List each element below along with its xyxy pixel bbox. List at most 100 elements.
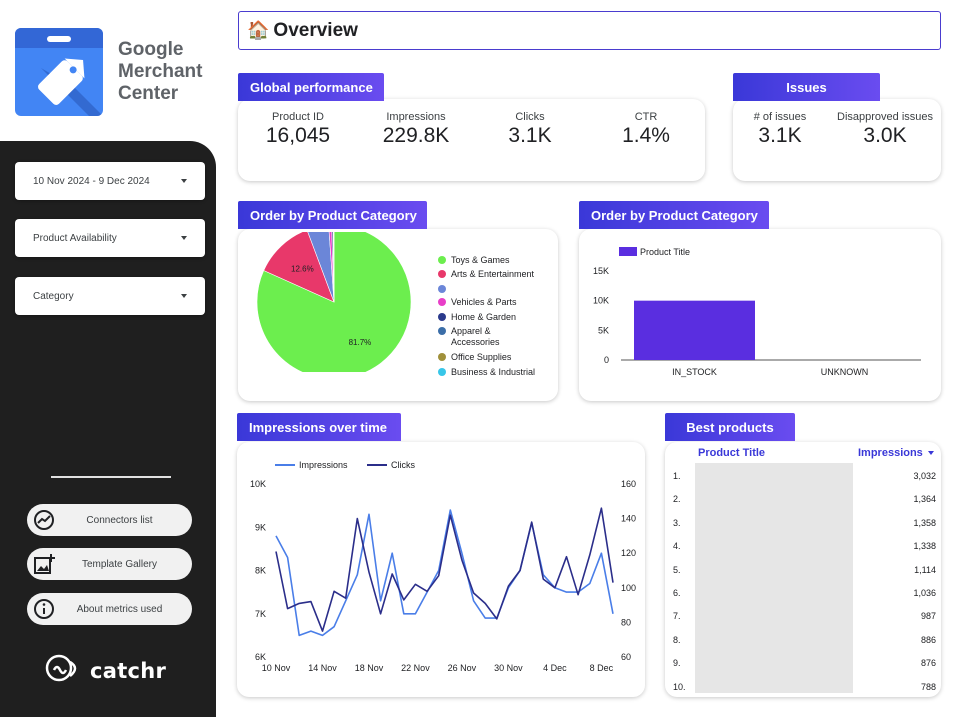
line-right-y-tick: 120: [621, 548, 636, 558]
legend-label: Office Supplies: [451, 352, 512, 362]
line-left-y-tick: 10K: [250, 479, 266, 489]
pie-legend-item[interactable]: Toys & Games: [438, 255, 510, 265]
pie-slice[interactable]: [263, 232, 335, 303]
template-gallery-button[interactable]: Template Gallery: [27, 548, 192, 580]
line-right-y-tick: 100: [621, 583, 636, 593]
bar-chart: Product Title 0 5K 10K 15K IN_STOCK UNKNOWN: [593, 247, 921, 377]
line-x-tick: 8 Dec: [590, 663, 614, 673]
pie-chart-tab: Order by Product Category: [238, 201, 427, 229]
row-index: 10.: [673, 682, 686, 692]
pie-slice[interactable]: [331, 232, 335, 303]
pie-legend-item[interactable]: Arts & Entertainment: [438, 269, 534, 279]
legend-label: Apparel & Accessories: [451, 326, 500, 347]
row-impressions: 1,036: [913, 588, 936, 598]
catchr-icon: [44, 652, 84, 689]
bar-y-tick: 10K: [593, 296, 609, 306]
bar[interactable]: [634, 300, 755, 360]
bar-chart-tab: Order by Product Category: [579, 201, 769, 229]
row-index: 3.: [673, 518, 681, 528]
line-left-y-tick: 7K: [255, 609, 266, 619]
bar-legend-swatch: [619, 247, 637, 256]
pie-slice[interactable]: [328, 232, 335, 303]
pie-slice-label: 12.6%: [291, 264, 314, 273]
pie-chart: 81.7% 12.6%: [256, 232, 412, 372]
legend-label: Toys & Games: [451, 255, 510, 265]
legend-swatch: [438, 298, 446, 306]
line-series-clicks[interactable]: [275, 507, 614, 632]
row-impressions: 788: [920, 682, 936, 692]
kpi-value: 3.1K: [758, 124, 802, 147]
brand-line: Google: [118, 39, 184, 60]
line-x-tick: 22 Nov: [401, 663, 430, 673]
kpi-value: 1.4%: [622, 124, 670, 147]
line-x-tick: 30 Nov: [494, 663, 523, 673]
line-legend-label: Clicks: [391, 460, 415, 470]
line-left-y-tick: 8K: [255, 566, 266, 576]
kpi-impressions: Impressions 229.8K: [364, 111, 468, 148]
col-header-product-title[interactable]: Product Title: [698, 447, 766, 459]
side-button-label: Template Gallery: [81, 558, 158, 570]
bar-y-tick: 5K: [598, 325, 609, 335]
global-performance-card: [238, 99, 705, 181]
kpi-value: 3.0K: [863, 124, 907, 147]
pie-legend-item[interactable]: Apparel & Accessories: [438, 326, 511, 348]
line-x-tick: 4 Dec: [543, 663, 567, 673]
pie-legend-item[interactable]: Office Supplies: [438, 352, 511, 362]
product-availability-filter[interactable]: Product Availability: [15, 219, 205, 257]
pie-slice[interactable]: [307, 232, 335, 303]
line-series-impressions[interactable]: [275, 509, 614, 637]
row-impressions: 1,114: [914, 565, 936, 575]
impressions-over-time-card: [237, 442, 645, 697]
merchant-tag-icon: [15, 28, 103, 116]
row-impressions: 886: [920, 635, 936, 645]
date-range-filter[interactable]: 10 Nov 2024 - 9 Dec 2024: [15, 162, 205, 200]
row-index: 8.: [673, 635, 681, 645]
kpi-disapproved-issues: Disapproved issues 3.0K: [830, 111, 940, 148]
line-right-y-tick: 160: [621, 479, 636, 489]
chevron-down-icon: [181, 294, 187, 298]
chevron-down-icon: [181, 179, 187, 183]
best-products-tab: Best products: [665, 413, 795, 441]
legend-swatch: [438, 285, 446, 293]
line-left-y-tick: 9K: [255, 522, 266, 532]
line-right-y-tick: 80: [621, 617, 631, 627]
pie-legend-item[interactable]: Home & Garden: [438, 312, 516, 322]
connectors-list-button[interactable]: Connectors list: [27, 504, 192, 536]
kpi-label: Product ID: [272, 111, 324, 123]
page-title-text: Overview: [273, 19, 358, 41]
row-impressions: 987: [920, 611, 936, 621]
about-metrics-button[interactable]: About metrics used: [27, 593, 192, 625]
brand-line: Merchant: [118, 61, 203, 82]
legend-swatch: [438, 327, 446, 335]
page-title: 🏠 Overview: [238, 11, 941, 50]
global-performance-tab: Global performance: [238, 73, 384, 101]
kpi-label: Impressions: [386, 111, 446, 123]
add-image-icon: [31, 551, 57, 577]
kpi-issues-count: # of issues 3.1K: [742, 111, 818, 148]
col-header-impressions[interactable]: Impressions: [858, 447, 934, 459]
pie-legend-item[interactable]: Business & Industrial: [438, 367, 535, 377]
line-x-tick: 14 Nov: [308, 663, 337, 673]
line-x-tick: 26 Nov: [448, 663, 477, 673]
col-header-label: Impressions: [858, 447, 923, 459]
line-right-y-tick: 140: [621, 514, 636, 524]
line-left-y-tick: 6K: [255, 652, 266, 662]
legend-swatch: [438, 368, 446, 376]
filter-label: 10 Nov 2024 - 9 Dec 2024: [33, 175, 150, 187]
category-filter[interactable]: Category: [15, 277, 205, 315]
kpi-label: CTR: [634, 111, 658, 123]
pie-legend-item[interactable]: [438, 284, 451, 293]
catchr-wordmark: catchr: [90, 658, 167, 683]
kpi-clicks: Clicks 3.1K: [490, 111, 570, 148]
bar-y-tick: 15K: [593, 266, 609, 276]
row-index: 7.: [673, 611, 681, 621]
row-index: 4.: [673, 541, 681, 551]
kpi-value: 16,045: [265, 124, 331, 147]
row-impressions: 1,338: [913, 541, 936, 551]
filter-label: Category: [33, 290, 74, 302]
pie-slice-label: 81.7%: [349, 338, 372, 347]
pie-legend-item[interactable]: Vehicles & Parts: [438, 297, 517, 307]
line-x-tick: 10 Nov: [262, 663, 291, 673]
kpi-label: # of issues: [753, 111, 807, 123]
side-button-label: Connectors list: [86, 514, 153, 526]
